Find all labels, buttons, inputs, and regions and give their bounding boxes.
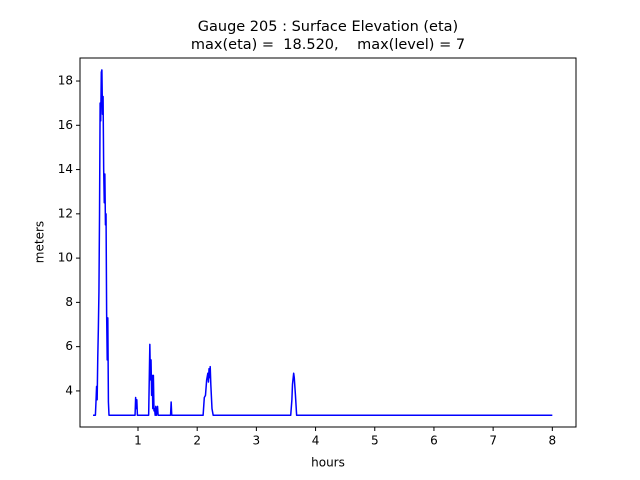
y-tick-label: 8 [65,295,73,309]
y-tick-label: 12 [58,206,73,220]
y-tick-label: 18 [58,74,73,88]
chart-title: Gauge 205 : Surface Elevation (eta) [198,19,458,35]
y-tick-label: 16 [58,118,73,132]
y-tick-label: 4 [65,383,73,397]
x-tick-label: 6 [430,434,438,448]
y-tick-label: 10 [58,251,73,265]
x-tick-label: 2 [193,434,201,448]
x-tick-label: 1 [134,434,142,448]
x-tick-label: 5 [371,434,379,448]
x-tick-label: 4 [312,434,320,448]
y-tick-label: 14 [58,162,73,176]
x-tick-label: 3 [253,434,261,448]
x-tick-label: 8 [549,434,557,448]
chart-subtitle: max(eta) = 18.520, max(level) = 7 [191,37,465,53]
line [93,69,553,417]
plot-frame [79,57,577,428]
x-tick-label: 7 [489,434,497,448]
x-axis-label: hours [311,456,345,470]
y-axis-label: meters [33,221,47,263]
y-tick-label: 6 [65,339,73,353]
